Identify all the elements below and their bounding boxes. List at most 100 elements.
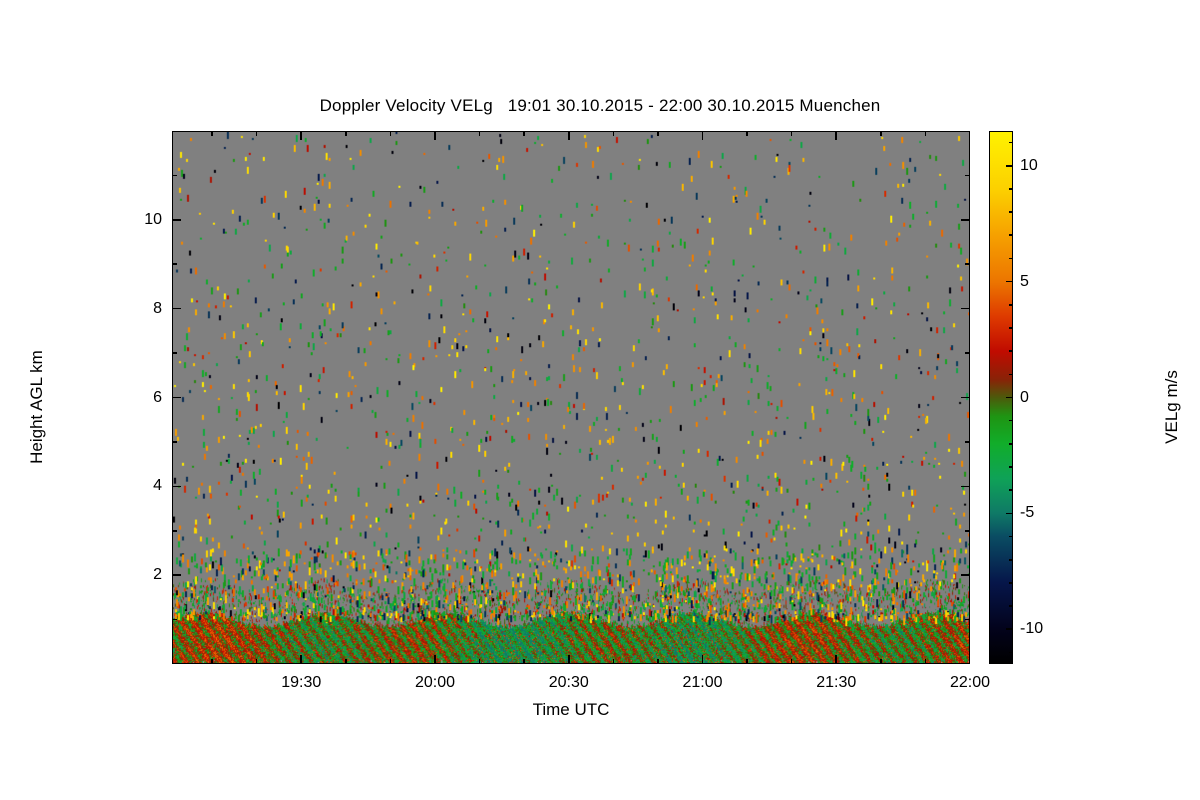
x-tick-top-major xyxy=(567,131,570,140)
x-tick-minor xyxy=(657,659,659,664)
x-tick-minor xyxy=(880,659,882,664)
y-tick-right-major xyxy=(961,574,970,576)
y-tick-label: 2 xyxy=(153,566,162,584)
colorbar-tick-label: 0 xyxy=(1020,388,1029,406)
x-tick-minor xyxy=(211,659,213,664)
colorbar-tick-minor xyxy=(1009,466,1013,468)
x-tick-top-minor xyxy=(746,131,748,136)
y-tick-major xyxy=(172,219,181,221)
x-tick-major xyxy=(434,655,436,664)
x-tick-top-major xyxy=(701,131,704,140)
y-tick-right-major xyxy=(961,307,970,310)
y-tick-right-major xyxy=(961,485,970,488)
x-tick-minor xyxy=(790,659,793,664)
colorbar-tick-minor xyxy=(1009,651,1013,654)
x-tick-minor xyxy=(746,659,748,664)
x-tick-label: 21:00 xyxy=(682,674,723,691)
x-tick-top-minor xyxy=(880,131,882,136)
x-tick-top-minor xyxy=(924,131,927,136)
x-tick-minor xyxy=(255,659,258,664)
x-tick-minor xyxy=(924,659,927,664)
colorbar-tick-minor xyxy=(1009,234,1013,237)
y-tick-minor xyxy=(172,618,177,621)
x-tick-top-minor xyxy=(389,131,392,136)
y-tick-minor xyxy=(172,441,177,443)
y-tick-right-minor xyxy=(965,441,970,443)
plot-area[interactable] xyxy=(172,131,970,664)
x-tick-minor xyxy=(478,659,481,664)
colorbar-tick-minor xyxy=(1009,257,1013,260)
colorbar-tick-minor xyxy=(1009,535,1013,538)
colorbar-tick-major xyxy=(1006,164,1013,167)
colorbar-tick-minor xyxy=(1009,350,1013,352)
colorbar-gradient xyxy=(990,132,1012,663)
colorbar-tick-minor xyxy=(1009,419,1013,422)
y-tick-right-minor xyxy=(965,263,970,266)
x-tick-label: 20:30 xyxy=(548,674,589,691)
colorbar-tick-minor xyxy=(1009,582,1013,584)
colorbar-tick-major xyxy=(1006,280,1013,283)
y-axis-label: Height AGL km xyxy=(27,350,46,464)
colorbar-tick-minor xyxy=(1009,443,1013,445)
colorbar-tick-major xyxy=(1006,628,1013,631)
colorbar-tick-minor xyxy=(1009,373,1013,376)
x-tick-top-minor xyxy=(612,131,615,136)
colorbar-tick-minor xyxy=(1009,141,1013,144)
colorbar-tick-label: 10 xyxy=(1020,156,1038,174)
y-tick-right-minor xyxy=(965,174,970,177)
x-tick-top-minor xyxy=(478,131,481,136)
y-tick-right-minor xyxy=(965,529,970,532)
x-tick-major xyxy=(567,655,570,664)
colorbar-tick-major xyxy=(1006,512,1013,515)
y-tick-major xyxy=(172,485,181,488)
y-tick-major xyxy=(172,396,181,399)
colorbar-tick-minor xyxy=(1009,489,1013,491)
x-tick-top-major xyxy=(835,131,838,140)
colorbar-tick-minor xyxy=(1009,304,1013,306)
x-tick-top-minor xyxy=(255,131,258,136)
colorbar-tick-minor xyxy=(1009,558,1013,561)
x-tick-top-minor xyxy=(211,131,213,136)
x-tick-top-minor xyxy=(657,131,659,136)
x-tick-minor xyxy=(345,659,347,664)
x-tick-top-minor xyxy=(523,131,525,136)
x-tick-major xyxy=(300,655,303,664)
y-tick-minor xyxy=(172,352,177,354)
y-tick-label: 6 xyxy=(153,388,162,406)
y-tick-major xyxy=(172,307,181,310)
x-tick-label: 19:30 xyxy=(281,674,322,691)
x-tick-top-minor xyxy=(790,131,793,136)
colorbar-tick-minor xyxy=(1009,605,1013,607)
x-tick-label: 21:30 xyxy=(816,674,857,691)
colorbar-label: VELg m/s xyxy=(1162,370,1181,444)
heatmap-canvas xyxy=(173,132,969,663)
x-axis-label: Time UTC xyxy=(532,700,610,719)
x-tick-label: 20:00 xyxy=(414,674,456,691)
y-tick-major xyxy=(172,574,181,576)
y-tick-right-minor xyxy=(965,618,970,621)
colorbar-tick-label: -5 xyxy=(1020,504,1035,522)
y-tick-minor xyxy=(172,174,177,177)
colorbar-tick-major xyxy=(1006,396,1013,399)
x-tick-major xyxy=(701,655,704,664)
y-tick-minor xyxy=(172,263,177,266)
x-tick-major xyxy=(835,655,838,664)
y-tick-label: 8 xyxy=(153,299,162,317)
y-tick-right-major xyxy=(961,396,970,399)
y-tick-label: 4 xyxy=(153,477,162,495)
colorbar-tick-minor xyxy=(1009,327,1013,329)
x-tick-label: 22:00 xyxy=(949,674,991,691)
x-tick-minor xyxy=(523,659,525,664)
y-tick-right-major xyxy=(961,219,970,221)
x-tick-top-major xyxy=(300,131,303,140)
colorbar-tick-label: -10 xyxy=(1020,620,1044,638)
y-tick-minor xyxy=(172,529,177,532)
x-tick-minor xyxy=(389,659,392,664)
colorbar-tick-minor xyxy=(1009,188,1013,190)
chart-title: Doppler Velocity VELg 19:01 30.10.2015 -… xyxy=(319,96,881,115)
y-tick-label: 10 xyxy=(144,210,162,228)
x-tick-top-minor xyxy=(345,131,347,136)
colorbar-tick-minor xyxy=(1009,211,1013,213)
y-tick-right-minor xyxy=(965,352,970,354)
